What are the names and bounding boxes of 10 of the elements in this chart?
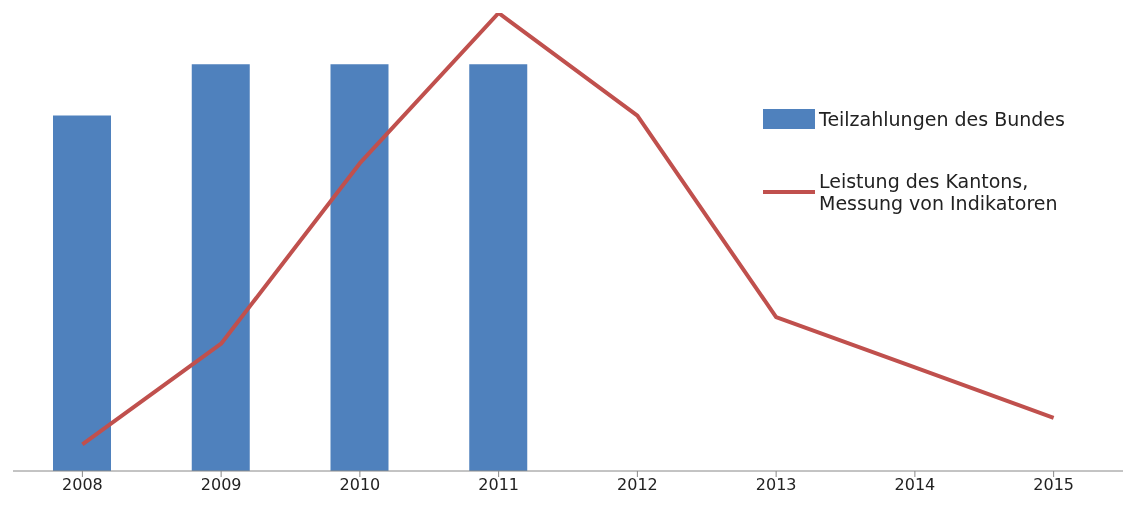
- x-tick-label: 2010: [339, 475, 381, 495]
- legend-label: Teilzahlungen des Bundes: [819, 108, 1065, 130]
- x-tick-label: 2009: [200, 475, 242, 495]
- x-tick-label: 2015: [1033, 475, 1074, 495]
- x-tick-label: 2014: [894, 475, 936, 495]
- x-tick-label: 2012: [617, 475, 658, 495]
- x-tick-label: 2013: [755, 475, 797, 495]
- legend-label: Leistung des Kantons, Messung von Indikatoren: [819, 170, 1059, 214]
- x-tick-label: 2008: [62, 475, 103, 495]
- x-tick-label: 2011: [478, 475, 519, 495]
